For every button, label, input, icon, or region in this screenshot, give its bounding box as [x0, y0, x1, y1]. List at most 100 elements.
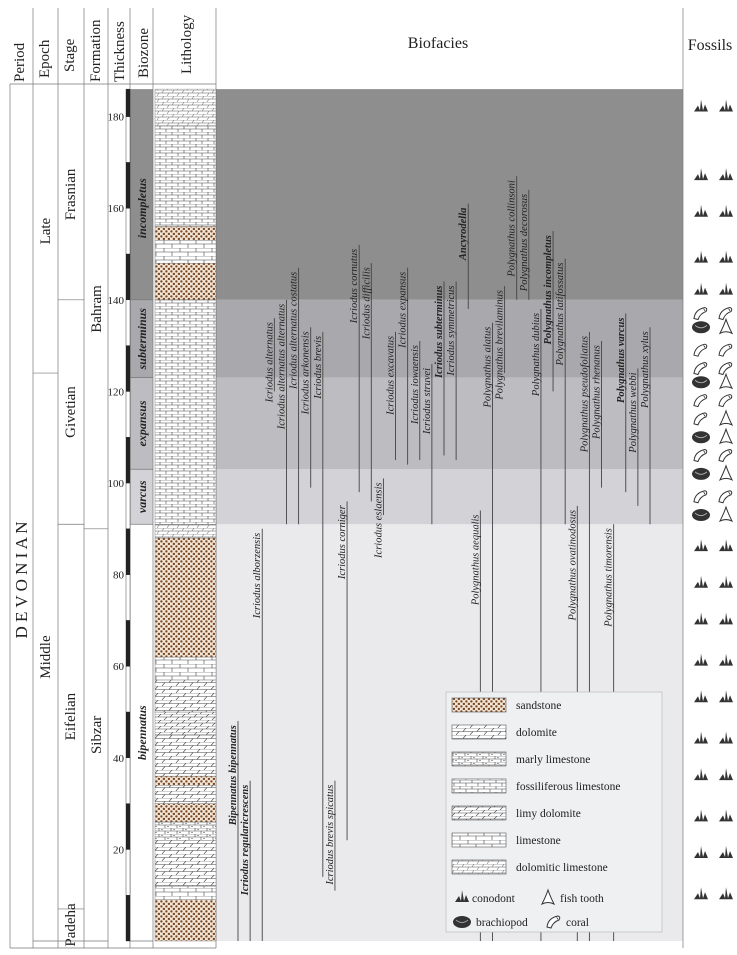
lithology-bed-fossiliferous-limestone [154, 125, 217, 227]
scale-bar-segment [125, 116, 131, 163]
scale-bar-segment [125, 574, 131, 621]
scale-bar-segment [125, 528, 131, 575]
conodont-icon [694, 809, 708, 822]
biofacies-header: Biofacies [408, 35, 468, 52]
biozone-label-bipennatus: bipennatus [135, 705, 149, 760]
coral-icon [693, 361, 708, 376]
fossils-header: Fossils [688, 37, 732, 54]
taxon-label-icriodus-alternatus-alternatus: Icriodus alternatus alternatus [276, 304, 287, 430]
legend-swatch-fossiliferous-limestone [451, 778, 507, 794]
lithology-bed-limestone [154, 240, 217, 264]
lithology-bed-limestone [154, 656, 217, 681]
conodont-icon [719, 250, 733, 263]
thickness-tick-160: 160 [108, 203, 125, 215]
taxon-label-polygnathus-aequalis: Polygnathus aequalis [470, 514, 481, 606]
scale-bar-segment [125, 711, 131, 758]
conodont-icon [719, 768, 733, 781]
conodont-icon [719, 612, 733, 625]
taxon-label-icriodus-regularicrescens: Icriodus regularicrescens [240, 785, 251, 897]
thickness-tick-140: 140 [108, 295, 125, 307]
stage-label-frasnian: Frasnian [63, 168, 79, 220]
lithology-bed-dolomitic-limestone [154, 524, 217, 539]
formation-label-bahram: Bahram [89, 285, 105, 333]
biozone-label-expansus: expansus [135, 400, 149, 446]
coral-icon [693, 343, 708, 357]
epoch-label-late: Late [38, 217, 54, 244]
taxon-label-icriodus-alternatus-costatus: Icriodus alternatus costatus [289, 272, 300, 390]
taxon-label-polygnathus-dubius: Polygnathus dubius [531, 313, 542, 397]
lithology-bed-dolomite [154, 840, 217, 887]
legend-label-dolomite: dolomite [516, 727, 557, 739]
taxon-label-icriodus-corniger: Icriodus corniger [337, 504, 348, 580]
legend-swatch-limestone [451, 832, 507, 848]
biozone-band-2 [130, 377, 153, 470]
taxon-label-icriodus-expansus: Icriodus expansus [398, 272, 409, 349]
scale-bar-segment [125, 253, 131, 300]
taxon-label-polygnathus-ovatinodosus: Polygnathus ovatinodosus [567, 510, 578, 622]
brachiopod-icon [692, 509, 710, 522]
legend-label-fossiliferous-limestone: fossiliferous limestone [516, 781, 620, 793]
thickness-tick-120: 120 [108, 386, 125, 398]
brachiopod-icon [692, 376, 710, 389]
lithology-bed-sandstone [154, 262, 217, 301]
legend-label-conodont: conodont [472, 893, 516, 905]
biozone-column: incompletus subterminus expansus varcus bipe… [130, 178, 153, 942]
brachiopod-icon [692, 467, 710, 480]
legend-label-dolomitic-limestone: dolomitic limestone [516, 862, 608, 874]
scale-bar-segment [125, 207, 131, 255]
stage-header: Stage [62, 38, 78, 72]
scale-bar-segment [125, 482, 131, 529]
scale-bar-segment [125, 391, 131, 438]
conodont-icon [455, 890, 469, 902]
taxon-label-icriodus-eslaensis: Icriodus eslaensis [373, 482, 384, 559]
taxon-label-ancyrodella: Ancyrodella [458, 208, 469, 262]
stage-column: Frasnian Givetian Eifelian Padeha [58, 168, 84, 947]
coral-icon [718, 490, 733, 504]
coral-icon [718, 343, 733, 357]
scale-bar-segment [125, 345, 131, 392]
taxon-label-polygnathus-xylus: Polygnathus xylus [640, 331, 651, 409]
brachiopod-icon [692, 431, 710, 444]
coral-icon [546, 915, 561, 929]
conodont-icon [719, 282, 733, 295]
stage-label-eifelian: Eifelian [63, 692, 79, 740]
conodont-icon [719, 575, 733, 588]
conodont-icon [719, 168, 733, 181]
fish-tooth-icon [718, 317, 734, 335]
biofacies-band-4 [216, 89, 683, 300]
legend: sandstone dolomite marly limestone fossilif… [445, 691, 663, 933]
conodont-icon [694, 575, 708, 588]
lithology-column [154, 88, 217, 942]
conodont-icon [719, 99, 733, 112]
thickness-header: Thickness [112, 21, 128, 82]
taxon-label-polygnathus-brevilaminus: Polygnathus brevilaminus [495, 290, 506, 401]
formation-header: Formation [88, 19, 104, 82]
thickness-column: 20 40 60 80 100 120 140 160 180 [108, 88, 131, 942]
lithology-bed-sandstone [154, 803, 217, 823]
taxon-label-icriodus-subterminus: Icriodus subterminus [434, 285, 445, 379]
fish-tooth-icon [718, 464, 734, 481]
coral-icon [718, 361, 733, 376]
scale-bar-segment [125, 620, 131, 667]
lithology-legend: sandstone dolomite marly limestone fossilif… [451, 697, 620, 875]
conodont-icon [719, 887, 733, 900]
legend-label-limestone: limestone [516, 835, 561, 847]
taxon-label-polygnathus-varcus: Polygnathus varcus [616, 318, 627, 403]
conodont-icon [719, 845, 733, 858]
scale-bar-segment [125, 895, 131, 942]
conodont-icon [694, 653, 708, 666]
period-label: D E V O N I A N [12, 522, 31, 639]
taxon-label-polygnathus-alatus: Polygnathus alatus [482, 327, 493, 409]
brachiopod-icon [453, 916, 471, 928]
lithology-bed-sandstone [154, 537, 217, 658]
scale-bar-segment [125, 849, 131, 896]
biozone-band-0 [130, 524, 153, 941]
conodont-icon [694, 250, 708, 263]
thickness-tick-100: 100 [108, 478, 125, 490]
fish-tooth-icon [718, 427, 734, 445]
taxon-label-icriodus-iowaensis: Icriodus iowaensis [410, 345, 421, 425]
scale-bar-segment [125, 299, 131, 346]
conodont-icon [719, 539, 733, 552]
taxon-label-icriodus-brevis-spicatus: Icriodus brevis spicatus [325, 785, 336, 886]
